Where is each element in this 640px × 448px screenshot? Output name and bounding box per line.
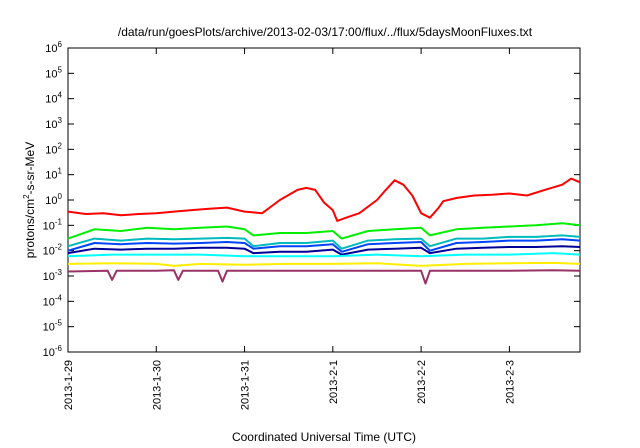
- y-tick-label: 103: [45, 116, 62, 131]
- x-tick-label: 2013-2-1: [328, 360, 340, 404]
- y-tick-label-exponent: -5: [55, 319, 63, 328]
- y-tick-label: 10-3: [43, 268, 63, 283]
- y-tick-label: 105: [45, 65, 62, 80]
- y-tick-label-exponent: 1: [58, 167, 63, 176]
- y-tick-label: 104: [45, 91, 62, 106]
- series-line-5: [67, 245, 581, 256]
- y-tick-label-base: 10: [45, 43, 57, 55]
- series-line-2: [67, 222, 581, 240]
- chart-title: /data/run/goesPlots/archive/2013-02-03/1…: [118, 25, 533, 39]
- y-tick-label-exponent: -1: [55, 217, 63, 226]
- y-tick-label-base: 10: [45, 94, 57, 106]
- x-tick-label: 2013-2-3: [504, 360, 516, 404]
- y-tick-label-exponent: 3: [58, 116, 63, 125]
- y-tick-label-base: 10: [45, 144, 57, 156]
- series-line-6: [67, 252, 581, 258]
- y-tick-label-base: 10: [45, 119, 57, 131]
- x-tick-label: 2013-1-29: [63, 360, 75, 410]
- y-axis-label-superscript: 2: [22, 194, 31, 199]
- y-axis-label: protons/cm2-s-sr-MeV: [22, 142, 37, 258]
- y-axis: 10-610-510-410-310-210-11001011021031041…: [43, 40, 580, 359]
- y-tick-label-exponent: 0: [58, 192, 63, 201]
- y-tick-label-exponent: -4: [55, 293, 63, 302]
- y-tick-label: 106: [45, 40, 62, 55]
- y-tick-label: 10-5: [43, 319, 63, 334]
- y-tick-label-base: 10: [45, 195, 57, 207]
- y-tick-label-base: 10: [43, 322, 55, 334]
- series-line-4: [67, 238, 581, 253]
- y-tick-label: 100: [45, 192, 62, 207]
- series-line-8: [67, 269, 581, 285]
- y-tick-label-base: 10: [43, 246, 55, 258]
- x-axis-label: Coordinated Universal Time (UTC): [232, 430, 416, 444]
- plot-frame: [67, 47, 581, 353]
- y-axis-label-unit: -s-sr-MeV: [23, 142, 37, 195]
- y-tick-label-exponent: -6: [55, 344, 63, 353]
- x-tick-label: 2013-1-31: [240, 360, 252, 410]
- y-tick-label-base: 10: [43, 220, 55, 232]
- y-tick-label-base: 10: [45, 68, 57, 80]
- series-line-1: [67, 177, 581, 222]
- x-tick-label: 2013-2-2: [416, 360, 428, 404]
- y-axis-label-main: protons/cm: [23, 199, 37, 258]
- x-tick-label: 2013-1-30: [151, 360, 163, 410]
- y-tick-label-base: 10: [45, 170, 57, 182]
- series-line-3: [67, 234, 581, 250]
- y-tick-label-exponent: 2: [58, 141, 63, 150]
- y-tick-label-base: 10: [43, 271, 55, 283]
- y-tick-label-exponent: 4: [58, 91, 63, 100]
- y-tick-label: 101: [45, 167, 62, 182]
- series-line-7: [67, 261, 581, 267]
- y-tick-label: 10-2: [43, 243, 63, 258]
- y-tick-label-exponent: 6: [58, 40, 63, 49]
- x-axis: 2013-1-29 2013-1-30 2013-1-31 2013-2-1 2013-…: [63, 48, 516, 410]
- series-layer: [67, 177, 581, 285]
- y-tick-label-exponent: 5: [58, 65, 63, 74]
- y-tick-label-base: 10: [43, 347, 55, 359]
- y-tick-label: 10-6: [43, 344, 63, 359]
- y-tick-label: 10-4: [43, 293, 63, 308]
- y-tick-label-exponent: -3: [55, 268, 63, 277]
- y-tick-label: 102: [45, 141, 62, 156]
- y-tick-label-base: 10: [43, 296, 55, 308]
- y-tick-label-exponent: -2: [55, 243, 63, 252]
- y-tick-label: 10-1: [43, 217, 63, 232]
